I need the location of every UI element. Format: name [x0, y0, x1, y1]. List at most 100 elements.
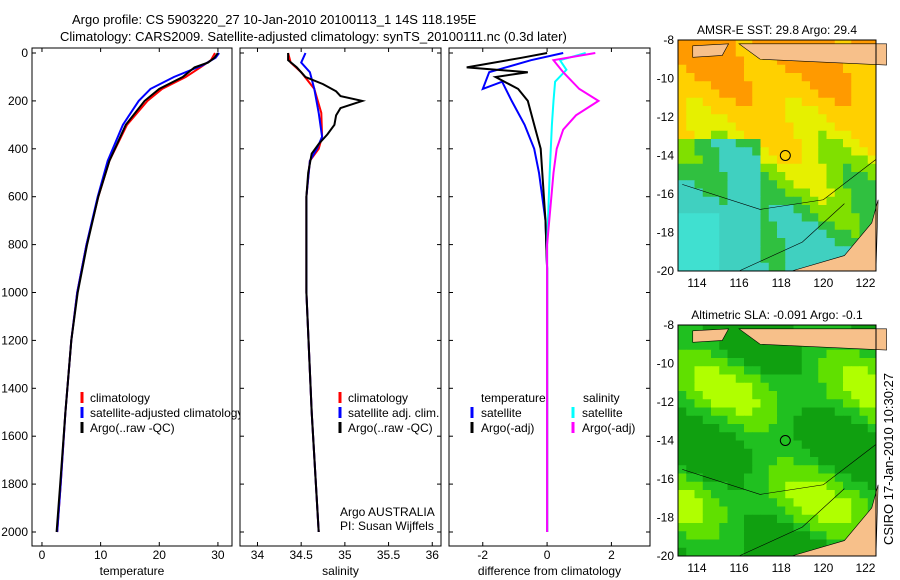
map-cell	[744, 457, 753, 466]
map-cell	[727, 130, 737, 140]
map-cell	[843, 457, 852, 466]
map-cell	[719, 172, 728, 181]
map-cell	[702, 407, 712, 417]
map-cell	[793, 490, 803, 499]
map-cell	[826, 147, 836, 156]
map-title: Altimetric SLA: -0.091 Argo: -0.1	[691, 308, 863, 322]
map-cell	[810, 432, 819, 441]
map-cell	[678, 506, 687, 516]
map-cell	[768, 64, 778, 74]
map-cell	[810, 424, 819, 433]
map-cell	[719, 56, 728, 66]
map-cell	[744, 89, 753, 99]
map-cell	[826, 130, 836, 140]
map-cell	[801, 481, 811, 491]
map-cell	[744, 498, 753, 507]
map-cell	[735, 155, 745, 165]
map-cell	[834, 457, 844, 466]
map-cell	[810, 221, 819, 231]
map-cell	[793, 64, 803, 74]
map-cell	[810, 139, 819, 148]
map-cell	[826, 163, 836, 173]
map-cell	[801, 514, 811, 524]
map-cell	[694, 106, 704, 115]
map-cell	[810, 246, 819, 255]
map-cell	[777, 155, 786, 165]
map-cell	[810, 97, 819, 107]
series-line-salinity-satellite	[546, 52, 586, 532]
map-cell	[752, 130, 761, 140]
map-cell	[810, 64, 819, 74]
map-cell	[834, 89, 844, 99]
map-cell	[777, 399, 786, 408]
map-cell	[702, 514, 712, 524]
map-cell	[785, 262, 794, 272]
map-cell	[867, 358, 877, 367]
map-cell	[760, 97, 770, 107]
map-cell	[793, 531, 803, 540]
map-cell	[678, 325, 687, 334]
map-cell	[834, 531, 844, 540]
map-cell	[777, 97, 786, 107]
map-cell	[843, 415, 852, 425]
map-cell	[843, 106, 852, 115]
map-cell	[818, 440, 827, 450]
map-cell	[760, 523, 770, 532]
map-cell	[826, 391, 836, 400]
map-cell	[834, 424, 844, 433]
map-cell	[818, 246, 827, 255]
map-cell	[834, 382, 844, 392]
map-cell	[843, 498, 852, 507]
map-cell	[711, 448, 720, 458]
map-cell	[810, 238, 819, 247]
map-cell	[785, 547, 794, 557]
map-cell	[818, 473, 827, 483]
map-cell	[851, 448, 860, 458]
map-cell	[859, 457, 869, 466]
map-cell	[678, 147, 687, 156]
map-cell	[859, 473, 869, 483]
map-cell	[744, 391, 753, 400]
map-cell	[752, 180, 761, 189]
map-cell	[678, 349, 687, 359]
map-cell	[686, 374, 695, 384]
map-cell	[768, 358, 778, 367]
map-cell	[678, 382, 687, 392]
map-cell	[867, 97, 877, 107]
map-cell	[760, 213, 770, 222]
map-cell	[793, 229, 803, 239]
map-cell	[818, 147, 827, 156]
map-cell	[826, 122, 836, 132]
map-cell	[702, 73, 712, 82]
map-cell	[760, 490, 770, 499]
map-cell	[686, 122, 695, 132]
map-cell	[859, 196, 869, 206]
map-cell	[859, 106, 869, 115]
map-y-tick-label: -20	[657, 549, 675, 563]
legend-label: Argo(-adj)	[481, 421, 534, 435]
map-cell	[843, 122, 852, 132]
map-cell	[711, 415, 720, 425]
map-cell	[818, 391, 827, 400]
map-cell	[686, 547, 695, 557]
map-cell	[818, 514, 827, 524]
map-cell	[719, 221, 728, 231]
map-cell	[826, 481, 836, 491]
map-cell	[678, 246, 687, 255]
map-cell	[702, 139, 712, 148]
map-cell	[702, 130, 712, 140]
map-cell	[727, 97, 737, 107]
map-cell	[702, 106, 712, 115]
map-cell	[785, 391, 794, 400]
map-cell	[801, 205, 811, 214]
legend-title: temperature	[481, 391, 546, 405]
map-cell	[777, 514, 786, 524]
map-cell	[810, 81, 819, 90]
map-cell	[785, 64, 794, 74]
map-cell	[752, 539, 761, 549]
map-cell	[768, 106, 778, 115]
map-cell	[851, 481, 860, 491]
map-cell	[702, 432, 712, 441]
map-cell	[686, 341, 695, 351]
map-cell	[826, 81, 836, 90]
